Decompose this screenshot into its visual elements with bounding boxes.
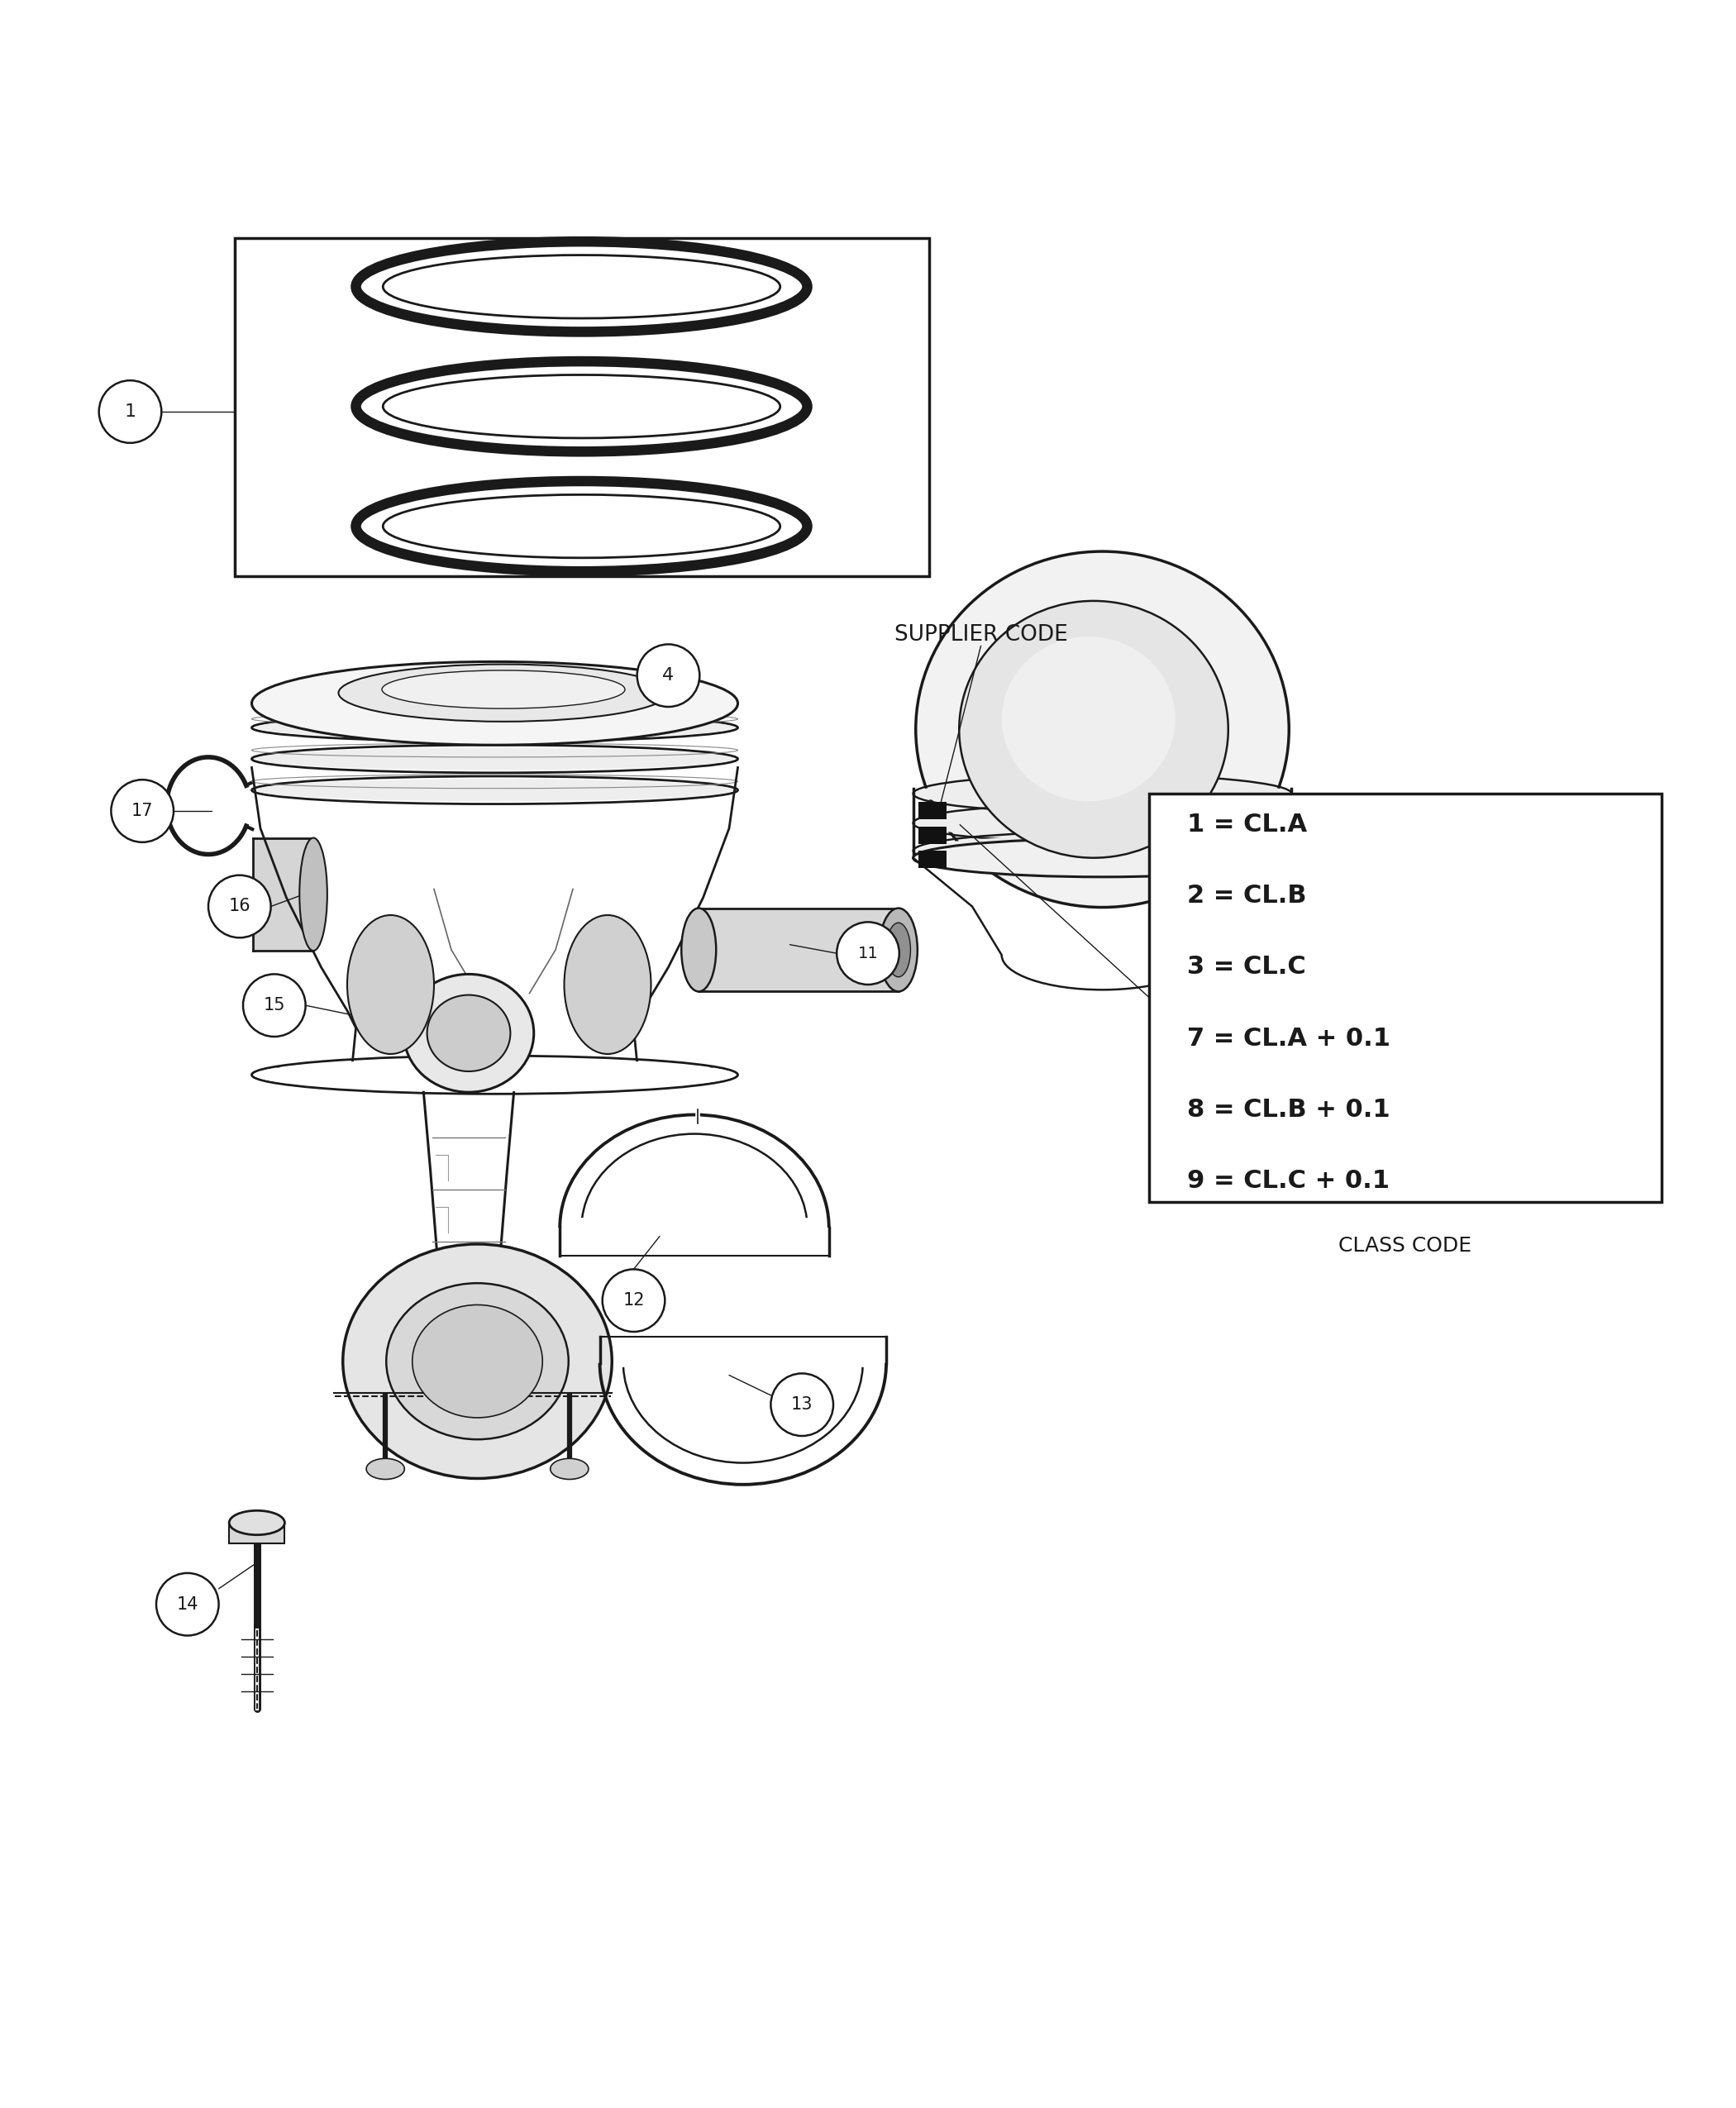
Ellipse shape	[382, 670, 625, 708]
Text: 14: 14	[177, 1596, 198, 1613]
Ellipse shape	[917, 552, 1288, 906]
Circle shape	[243, 974, 306, 1037]
Ellipse shape	[564, 915, 651, 1054]
Bar	[918, 826, 946, 843]
Circle shape	[602, 1269, 665, 1332]
Ellipse shape	[427, 995, 510, 1071]
Text: 4: 4	[663, 668, 674, 683]
Circle shape	[771, 1374, 833, 1436]
Ellipse shape	[1002, 637, 1175, 801]
Text: 1: 1	[125, 403, 135, 419]
Ellipse shape	[363, 491, 800, 561]
Ellipse shape	[229, 1511, 285, 1535]
Text: 11: 11	[858, 946, 878, 961]
Bar	[234, 238, 929, 578]
Ellipse shape	[363, 253, 800, 320]
Circle shape	[111, 780, 174, 843]
Ellipse shape	[958, 601, 1229, 858]
Circle shape	[208, 875, 271, 938]
Ellipse shape	[681, 909, 715, 991]
Ellipse shape	[917, 835, 1288, 866]
Ellipse shape	[347, 915, 434, 1054]
Bar	[1149, 793, 1661, 1202]
Bar	[918, 852, 946, 868]
Text: 13: 13	[792, 1395, 812, 1412]
Text: 8 = CL.B + 0.1: 8 = CL.B + 0.1	[1187, 1098, 1391, 1121]
Text: 7 = CL.A + 0.1: 7 = CL.A + 0.1	[1187, 1027, 1391, 1050]
Circle shape	[99, 379, 161, 443]
Ellipse shape	[299, 837, 326, 951]
Ellipse shape	[252, 662, 738, 744]
Ellipse shape	[917, 778, 1288, 809]
Ellipse shape	[253, 1058, 736, 1092]
Bar	[918, 803, 946, 820]
Ellipse shape	[339, 664, 668, 721]
Ellipse shape	[385, 1284, 569, 1440]
Ellipse shape	[257, 748, 733, 769]
Ellipse shape	[344, 1244, 611, 1478]
Ellipse shape	[257, 778, 733, 801]
Bar	[253, 837, 312, 951]
Ellipse shape	[913, 839, 1292, 877]
Circle shape	[637, 645, 700, 706]
Ellipse shape	[550, 1459, 589, 1480]
Text: 12: 12	[623, 1292, 644, 1309]
Ellipse shape	[413, 1305, 542, 1419]
Text: CLASS CODE: CLASS CODE	[1338, 1235, 1472, 1256]
Circle shape	[156, 1573, 219, 1636]
Ellipse shape	[917, 807, 1288, 839]
Ellipse shape	[363, 371, 800, 441]
Ellipse shape	[366, 1459, 404, 1480]
Circle shape	[837, 921, 899, 984]
Ellipse shape	[880, 909, 918, 991]
Text: 9 = CL.C + 0.1: 9 = CL.C + 0.1	[1187, 1168, 1391, 1193]
Ellipse shape	[257, 717, 733, 740]
Text: SUPPLIER CODE: SUPPLIER CODE	[894, 624, 1068, 645]
Text: 3 = CL.C: 3 = CL.C	[1187, 955, 1305, 980]
Text: 15: 15	[264, 997, 285, 1014]
Bar	[698, 909, 899, 991]
Bar	[229, 1522, 285, 1543]
Text: 16: 16	[229, 898, 250, 915]
Ellipse shape	[403, 974, 535, 1092]
Text: 2 = CL.B: 2 = CL.B	[1187, 883, 1307, 909]
Text: 17: 17	[132, 803, 153, 820]
Text: 1 = CL.A: 1 = CL.A	[1187, 814, 1307, 837]
Ellipse shape	[887, 923, 911, 976]
